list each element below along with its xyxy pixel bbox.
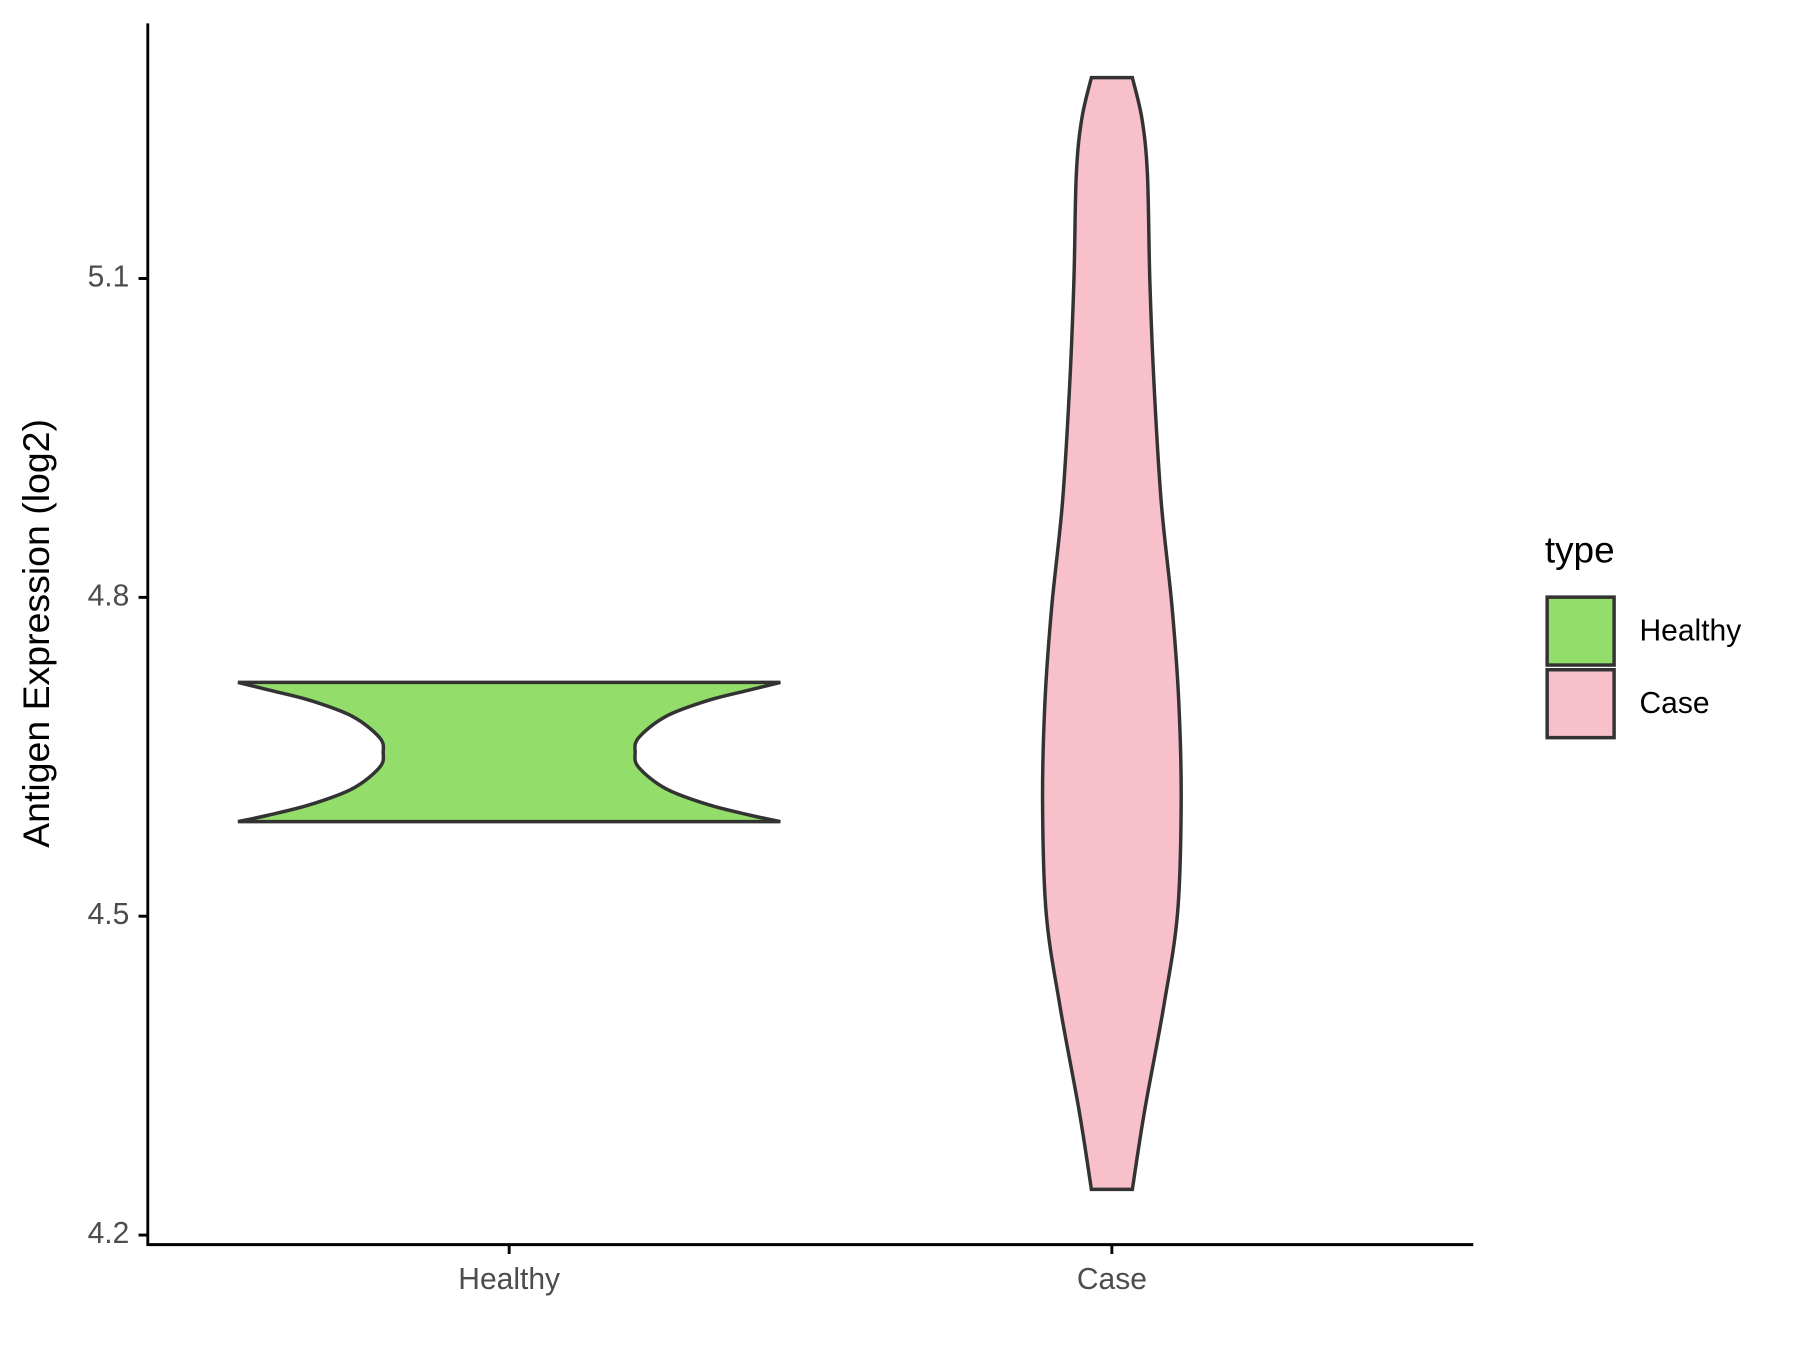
legend-title: type [1545, 528, 1615, 570]
x-tick-label: Healthy [458, 1263, 561, 1296]
y-tick-label: 4.2 [88, 1217, 130, 1250]
y-axis-label: Antigen Expression (log2) [15, 419, 57, 848]
legend-key [1545, 667, 1616, 740]
violin [1040, 75, 1183, 1192]
legend-key [1545, 595, 1616, 667]
x-tick-label: Case [1077, 1263, 1147, 1296]
y-tick-label: 4.5 [88, 898, 130, 931]
y-tick-label: 5.1 [88, 260, 130, 293]
y-tick-label: 4.8 [88, 579, 130, 612]
legend-label: Healthy [1640, 614, 1743, 647]
legend-label: Case [1640, 687, 1710, 720]
violin [237, 680, 781, 824]
